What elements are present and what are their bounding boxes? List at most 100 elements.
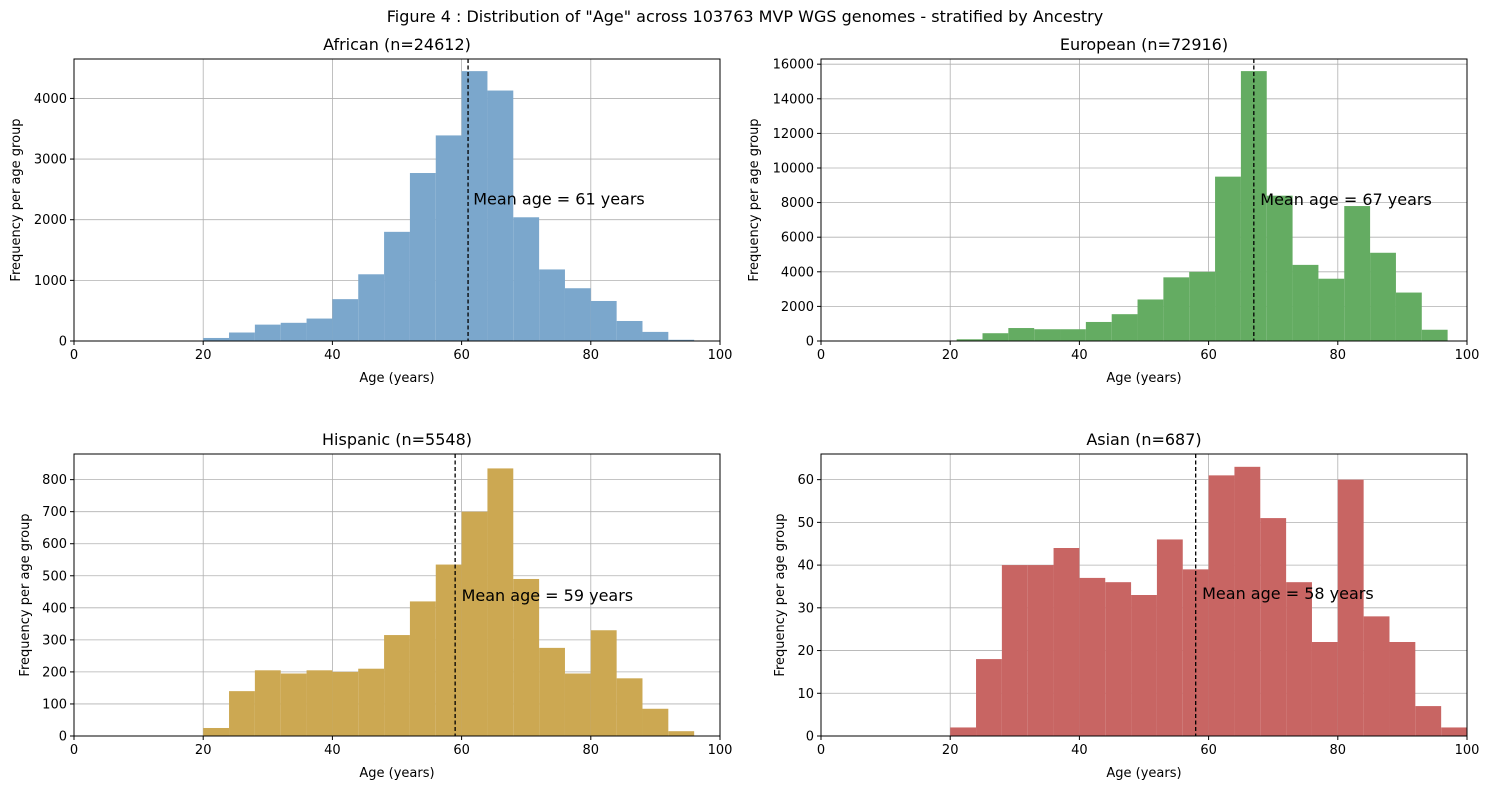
histogram-bar: [1105, 582, 1132, 736]
y-axis-label: Frequency per age group: [747, 118, 762, 281]
y-axis-label: Frequency per age group: [773, 513, 788, 676]
y-tick-label: 50: [797, 516, 814, 531]
y-tick-label: 30: [797, 601, 814, 616]
x-tick-label: 40: [324, 743, 341, 758]
histogram-bar: [229, 332, 255, 341]
y-tick-label: 500: [42, 569, 67, 584]
x-tick-label: 60: [1200, 743, 1217, 758]
x-tick-label: 0: [817, 348, 825, 363]
x-tick-label: 100: [708, 348, 733, 363]
histogram-bar: [590, 300, 617, 341]
histogram-bar: [1163, 277, 1190, 341]
histogram-bar: [1441, 727, 1467, 736]
histogram-bar: [280, 322, 307, 341]
histogram-bar: [461, 71, 488, 342]
histogram-bar: [254, 670, 281, 736]
y-tick-label: 2000: [781, 300, 814, 315]
chart-title: European (n=72916): [1060, 35, 1228, 54]
y-tick-label: 0: [806, 335, 814, 350]
histogram-bar: [1421, 329, 1448, 341]
histogram-bar: [1053, 548, 1080, 736]
histogram-bar: [956, 339, 983, 341]
histogram-bar: [332, 299, 359, 341]
histogram-bar: [487, 90, 514, 341]
histogram-bar: [203, 337, 230, 341]
histogram-bar: [1001, 565, 1028, 736]
y-tick-label: 14000: [773, 92, 814, 107]
chart-title: African (n=24612): [323, 35, 471, 54]
histogram-bar: [1215, 176, 1241, 341]
axes-frame: [820, 453, 1468, 737]
x-tick-label: 0: [817, 743, 825, 758]
y-tick-label: 2000: [34, 213, 67, 228]
histogram-bar: [642, 708, 669, 736]
x-tick-label: 60: [453, 348, 470, 363]
x-tick-label: 20: [195, 348, 212, 363]
chart-title: Hispanic (n=5548): [322, 430, 472, 449]
chart-panel-3: 0 20 40 60 80 100 0 10 20 30 40 50 60 Asian (n=687) Ag…: [773, 430, 1479, 781]
y-axis-label: Frequency per age group: [9, 118, 24, 281]
y-tick-label: 10: [797, 687, 814, 702]
histogram-bar: [1008, 328, 1035, 341]
axes-frame: [73, 58, 721, 342]
histogram-bar: [1208, 475, 1235, 736]
chart-panel-1: 0 20 40 60 80 100 0 2000 4000 6000 8000 10000 12000 1…: [747, 35, 1479, 386]
histogram-bar: [435, 564, 462, 736]
histogram-bar: [1034, 329, 1061, 341]
histogram-bar: [435, 135, 462, 341]
axes-frame: [820, 58, 1468, 342]
y-axis-label: Frequency per age group: [18, 513, 33, 676]
y-tick-label: 1000: [34, 274, 67, 289]
histogram-bar: [1415, 706, 1442, 736]
x-tick-label: 40: [1071, 743, 1088, 758]
x-axis-label: Age (years): [1106, 766, 1181, 781]
histogram-bar: [1027, 565, 1054, 736]
x-axis-label: Age (years): [359, 766, 434, 781]
y-tick-label: 12000: [773, 127, 814, 142]
histogram-bar: [1111, 314, 1138, 341]
histogram-bar: [1286, 582, 1312, 736]
histogram-bar: [976, 659, 1002, 736]
histogram-bar: [461, 511, 488, 736]
histogram-bar: [1370, 252, 1396, 341]
x-axis-label: Age (years): [359, 371, 434, 386]
x-tick-label: 100: [1455, 348, 1480, 363]
histogram-bar: [409, 173, 436, 341]
x-tick-label: 0: [70, 743, 78, 758]
histogram-bar: [1311, 642, 1338, 736]
y-tick-label: 0: [806, 730, 814, 745]
histogram-bar: [616, 678, 643, 736]
x-tick-label: 100: [708, 743, 733, 758]
histogram-bar: [564, 673, 591, 736]
histogram-bar: [1292, 264, 1319, 341]
histogram-bar: [616, 320, 643, 341]
histogram-bar: [1344, 206, 1371, 341]
y-tick-label: 4000: [34, 92, 67, 107]
histogram-bar: [1085, 321, 1112, 341]
histogram-bar: [1189, 271, 1216, 341]
y-tick-label: 6000: [781, 231, 814, 246]
histogram-bar: [642, 331, 669, 341]
histogram-bar: [513, 578, 540, 736]
y-tick-label: 10000: [773, 161, 814, 176]
histogram-bar: [1389, 642, 1416, 736]
histogram-bar: [358, 274, 385, 341]
x-tick-label: 0: [70, 348, 78, 363]
histogram-bar: [358, 668, 385, 736]
x-tick-label: 20: [942, 348, 959, 363]
axes-frame: [73, 453, 721, 737]
y-tick-label: 300: [42, 633, 67, 648]
y-tick-label: 16000: [773, 58, 814, 73]
mean-annotation: Mean age = 59 years: [462, 586, 634, 605]
histogram-bar: [1260, 518, 1287, 736]
histogram-bar: [1234, 466, 1261, 736]
x-tick-label: 40: [324, 348, 341, 363]
x-tick-label: 20: [195, 743, 212, 758]
histogram-bar: [1266, 195, 1293, 341]
mean-annotation: Mean age = 61 years: [473, 189, 645, 208]
histogram-bar: [539, 647, 565, 736]
histogram-bar: [1363, 616, 1390, 736]
histogram-bar: [590, 630, 617, 736]
